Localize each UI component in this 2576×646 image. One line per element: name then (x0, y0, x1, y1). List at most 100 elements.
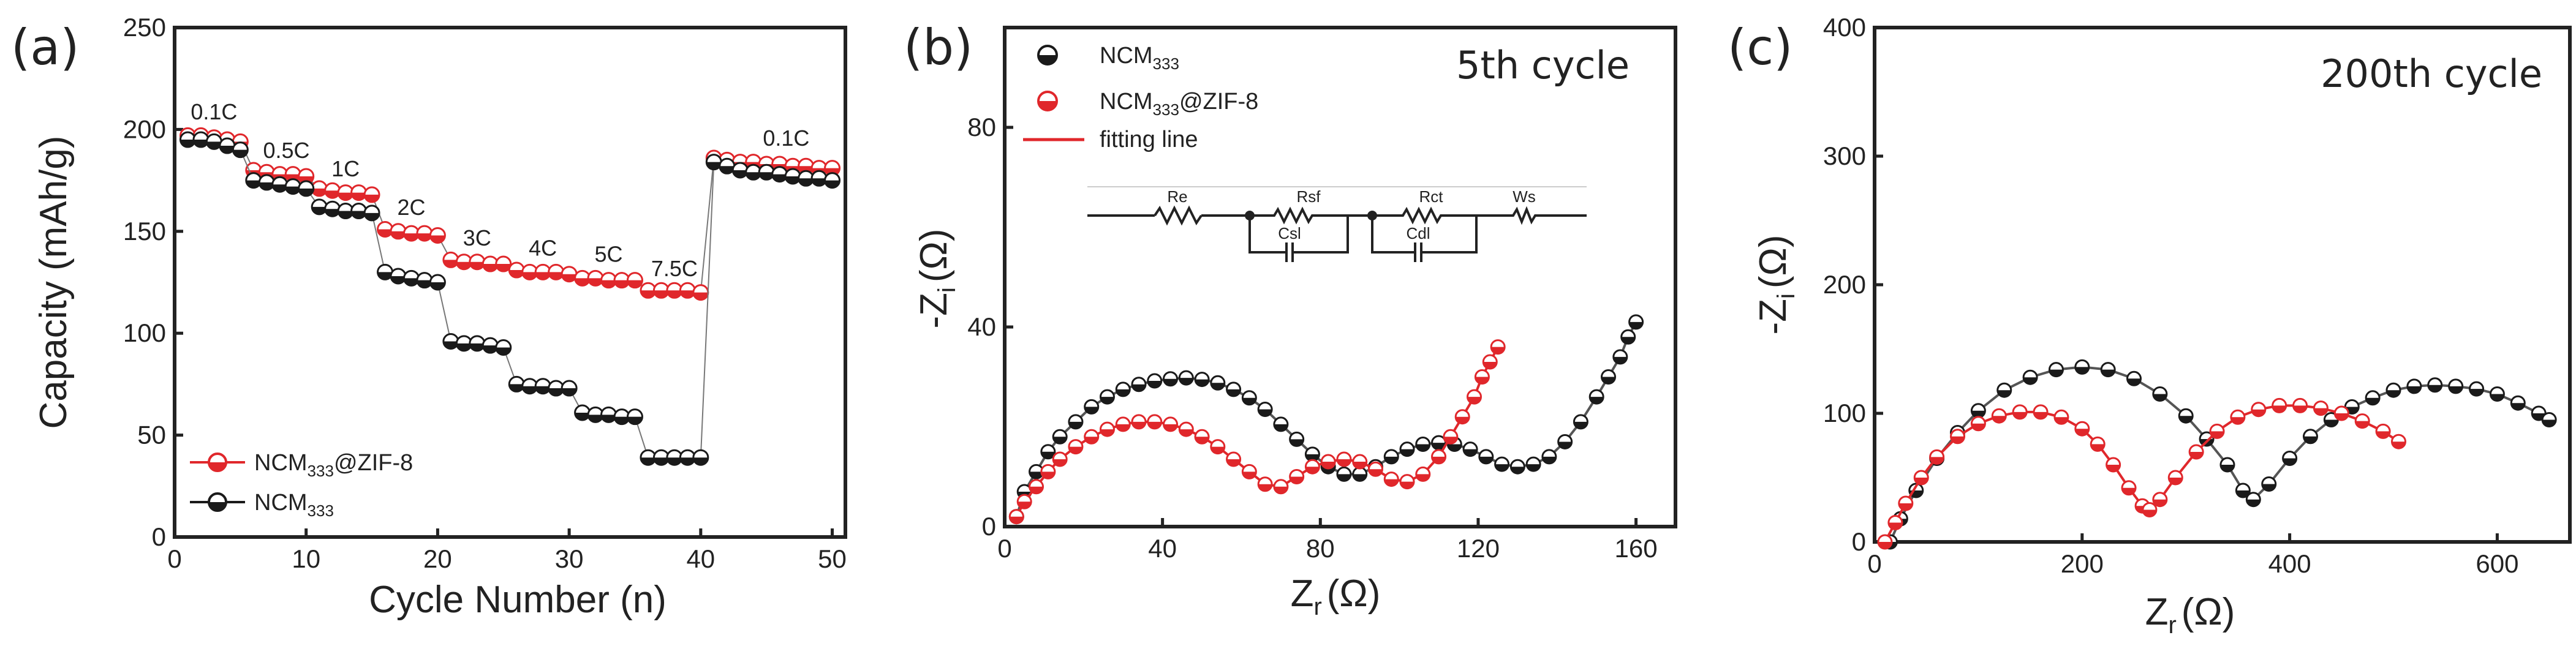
data-point-fill (1629, 321, 1643, 329)
data-point-fill (1305, 467, 1320, 474)
data-point (600, 272, 618, 289)
data-point-fill (2511, 403, 2525, 410)
data-point-fill (2236, 490, 2250, 497)
data-point (2245, 492, 2261, 508)
capacitor-csl (1248, 216, 1349, 262)
data-point (1304, 459, 1320, 475)
data-point-fill (496, 347, 511, 355)
data-point-fill (1242, 471, 1256, 479)
data-point-fill (1337, 474, 1351, 481)
data-point-fill (2272, 405, 2286, 413)
data-point (2375, 423, 2391, 439)
data-point (1273, 416, 1289, 432)
circuit-label-rct: Rct (1419, 187, 1444, 206)
data-point-fill (1558, 441, 1572, 449)
data-point-fill (2075, 367, 2089, 374)
data-point-fill (1475, 377, 1489, 384)
data-point (1474, 369, 1490, 385)
data-point (1115, 381, 1131, 397)
data-point-fill (798, 178, 814, 186)
data-point-fill (417, 280, 432, 288)
data-point (719, 157, 736, 175)
data-point-fill (2127, 378, 2141, 386)
data-point (2100, 362, 2116, 378)
data-point (2121, 480, 2137, 496)
panel-b-frame (1003, 26, 1677, 528)
x-tick-label: 50 (818, 544, 847, 573)
data-point-fill (1179, 429, 1193, 437)
data-point-fill (1527, 464, 1541, 471)
data-point-fill (377, 229, 393, 237)
x-tick-label: 200 (2061, 549, 2104, 578)
data-point-fill (1930, 457, 1944, 464)
data-point-fill (391, 276, 406, 284)
x-tick-label: 0 (1867, 549, 1881, 578)
data-point (2510, 395, 2526, 411)
y-tick-label: 400 (1823, 13, 1866, 42)
data-point (2427, 377, 2443, 393)
data-point-fill (2246, 499, 2261, 506)
data-point (1178, 421, 1194, 437)
data-point (1336, 466, 1352, 482)
panel-b-title: 5th cycle (1456, 43, 1630, 88)
data-point-fill (469, 343, 485, 351)
data-point-fill (1432, 456, 1446, 464)
data-point (1383, 449, 1399, 465)
data-point (219, 137, 236, 154)
data-point-fill (2251, 409, 2265, 416)
x-tick-label: 120 (1457, 534, 1500, 563)
data-point-fill (2054, 417, 2068, 424)
data-point (1541, 449, 1557, 465)
data-point-fill (2091, 444, 2105, 451)
rate-label: 0.1C (191, 99, 237, 124)
legend-marker-ncm-zif-b-fill (1038, 101, 1057, 110)
data-point (1115, 416, 1131, 432)
data-point-fill (1495, 464, 1509, 471)
data-point (402, 225, 420, 242)
data-point-fill (1147, 421, 1161, 429)
data-point-fill (2324, 419, 2338, 427)
data-point (1877, 534, 1893, 550)
y-tick-label: 80 (967, 113, 996, 141)
data-point-fill (1601, 377, 1615, 384)
series-line-first (1889, 366, 2550, 543)
data-point (1029, 479, 1044, 495)
y-tick-label: 0 (152, 522, 166, 551)
data-point-fill (496, 264, 511, 272)
data-point (1040, 444, 1056, 460)
y-tick-label: 250 (123, 13, 166, 42)
data-point-fill (2392, 441, 2406, 449)
x-tick-label: 40 (1148, 534, 1177, 563)
data-point (652, 282, 670, 299)
data-point (1052, 429, 1068, 445)
data-point (1970, 403, 1986, 419)
data-point (2209, 423, 2225, 439)
data-point-fill (180, 140, 195, 148)
data-point (455, 254, 472, 271)
data-point-fill (1914, 478, 1928, 485)
legend-marker-ncm-zif-fill (209, 462, 226, 471)
data-point (824, 172, 841, 189)
data-point-fill (404, 278, 419, 286)
data-point-fill (1195, 437, 1209, 444)
data-point-fill (483, 264, 498, 272)
data-point (2074, 421, 2090, 437)
data-point (1913, 470, 1929, 486)
data-point (1052, 451, 1068, 467)
data-point-fill (1621, 337, 1635, 344)
x-tick-label: 160 (1615, 534, 1658, 563)
circuit-label-re: Re (1167, 187, 1187, 206)
data-point-fill (1163, 378, 1177, 386)
data-point (2126, 370, 2142, 386)
data-point-fill (417, 233, 432, 241)
data-point (1612, 349, 1628, 365)
data-point-fill (1132, 421, 1146, 429)
data-point (679, 449, 696, 466)
panel-b-eis-5th-cycle: (b) 0 40 80 120 160 0 40 80 5th cycle NCM333 NC… (904, 19, 1677, 620)
data-point-fill (535, 272, 551, 280)
data-point-fill (719, 166, 735, 174)
data-point-fill (1132, 384, 1146, 391)
data-point-fill (1290, 476, 1304, 484)
data-point-fill (1041, 471, 1055, 479)
data-point (613, 408, 630, 426)
